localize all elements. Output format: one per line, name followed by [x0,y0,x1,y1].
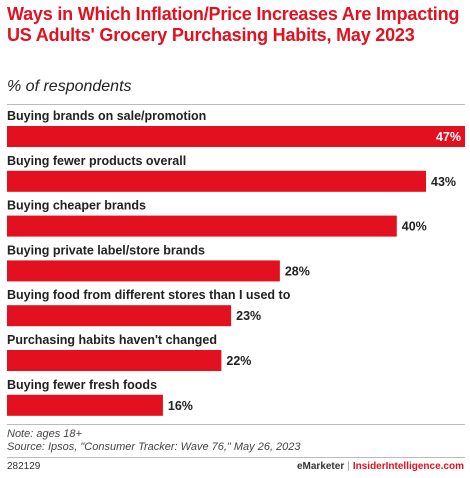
value-label: 28% [285,264,310,278]
category-label: Purchasing habits haven't changed [7,333,217,347]
bar [7,350,222,371]
chart-title: Ways in Which Inflation/Price Increases … [7,4,460,45]
category-label: Buying cheaper brands [7,199,146,213]
chart-id: 282129 [7,461,41,472]
bar [7,394,163,416]
bar [7,215,397,237]
footer-divider [7,457,465,458]
value-label: 22% [226,354,251,368]
bar [7,126,465,147]
bar [7,305,232,327]
chart-note: Note: ages 18+ [7,428,82,440]
bar [7,170,427,192]
category-label: Buying brands on sale/promotion [7,109,206,123]
bottom-divider [7,424,465,425]
value-label: 47% [436,130,461,144]
category-label: Buying fewer products overall [7,154,186,168]
category-label: Buying fewer fresh foods [7,378,157,392]
value-label: 23% [236,309,261,323]
chart-source: Source: Ipsos, "Consumer Tracker: Wave 7… [7,441,301,453]
bar [7,260,280,282]
value-label: 40% [402,220,427,234]
brand-emarketer: eMarketer [296,461,345,472]
category-label: Buying private label/store brands [7,243,205,257]
category-label: Buying food from different stores than I… [7,288,291,302]
value-label: 16% [168,399,193,413]
brand-insider-intelligence: InsiderIntelligence.com [352,461,464,472]
chart-subtitle: % of respondents [7,78,132,95]
brand-separator: | [347,461,350,472]
value-label: 43% [431,175,456,189]
brand-footer: eMarketer | InsiderIntelligence.com [297,461,464,472]
bar-chart: Buying brands on sale/promotion 47% Buying… [7,109,465,416]
top-divider [7,104,465,105]
